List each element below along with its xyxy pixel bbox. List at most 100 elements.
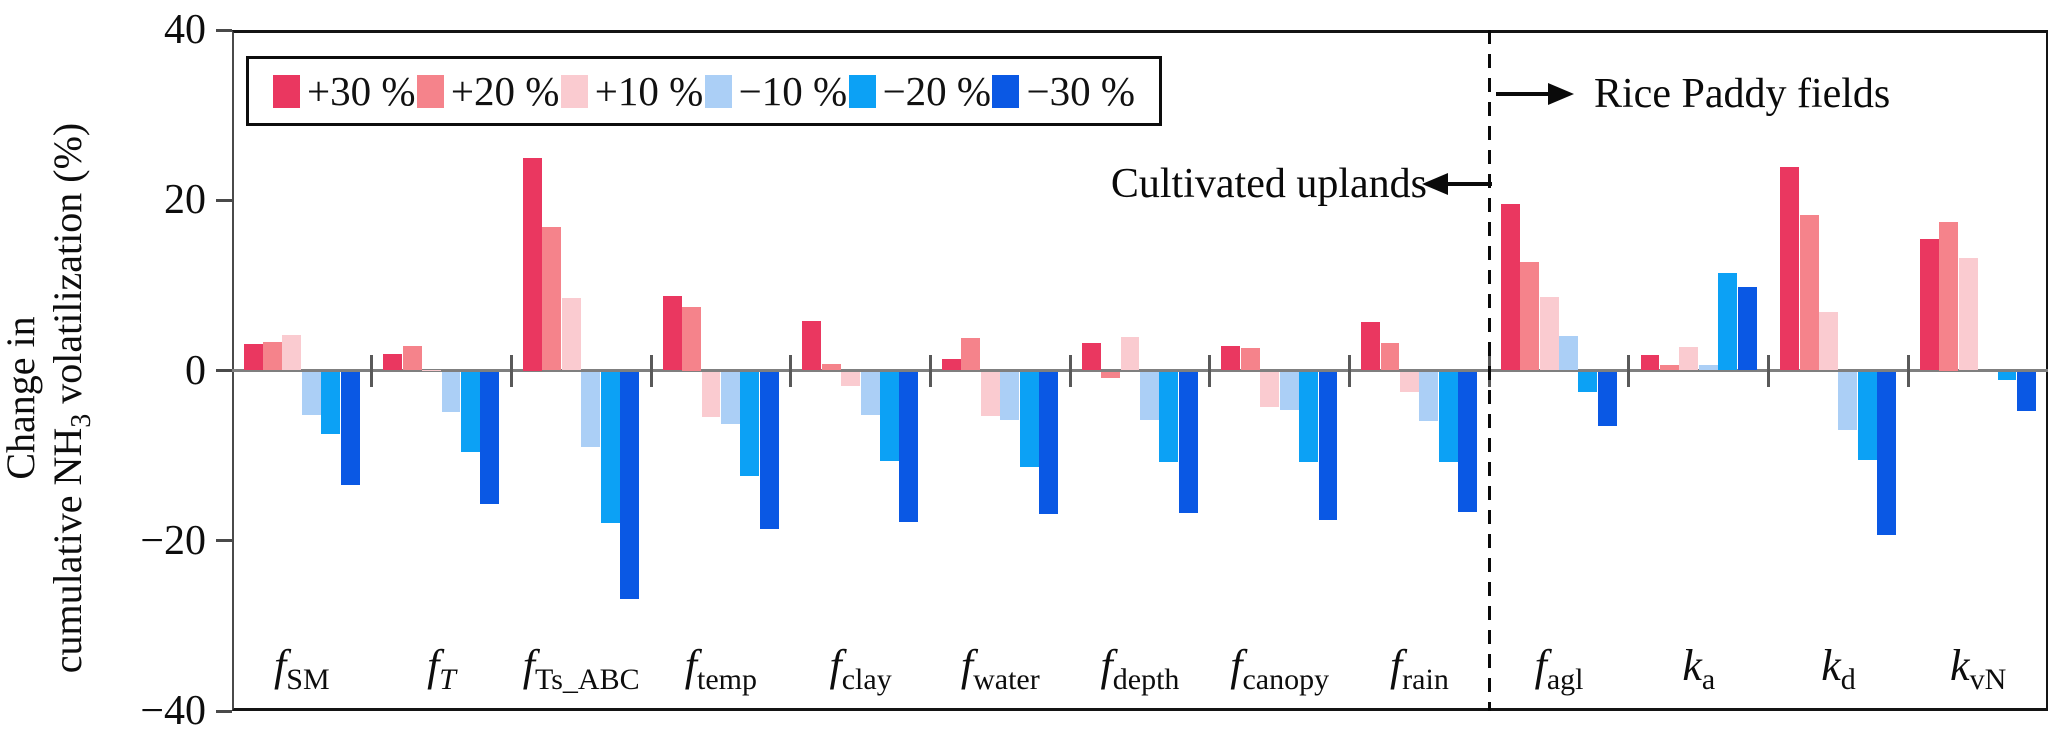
bar-+10%-cat5 [980, 372, 1000, 417]
bar-−30%-cat9 [1597, 372, 1617, 427]
category-boundary-tick [509, 354, 513, 387]
bar-−20%-cat4 [880, 372, 899, 462]
bar-−10%-cat5 [1000, 372, 1020, 420]
legend-label: +20 % [450, 68, 560, 114]
bar-−10%-cat1 [441, 372, 461, 412]
y-axis-tick [216, 28, 232, 32]
right-arrow-icon [1496, 83, 1574, 105]
category-label-f-temp: ftemp [684, 641, 758, 696]
bar-+30%-cat12 [1919, 238, 1939, 371]
bar-−20%-cat11 [1857, 372, 1877, 460]
bar-+20%-cat9 [1520, 262, 1540, 371]
category-boundary-tick [1767, 354, 1771, 387]
bar-+20%-cat6 [1101, 372, 1121, 378]
bar-−10%-cat8 [1419, 372, 1439, 421]
category-boundary-tick [649, 354, 653, 387]
category-label-f-clay: fclay [829, 641, 892, 696]
legend-item-+30%: +30 % [273, 67, 416, 115]
y-axis-tick-label: 0 [185, 347, 206, 394]
bar-+10%-cat7 [1260, 372, 1280, 407]
bar-−30%-cat8 [1458, 372, 1478, 513]
y-axis-tick-label: 20 [164, 177, 206, 224]
bar-−10%-cat4 [860, 372, 880, 415]
bar-+10%-cat3 [701, 372, 721, 418]
bar-−30%-cat6 [1178, 372, 1198, 514]
category-label-f-SM: fSM [274, 641, 330, 696]
category-label-k-a: ka [1682, 641, 1716, 696]
bar-+20%-cat11 [1799, 214, 1819, 371]
cultivated-uplands-label: Cultivated uplands [1110, 161, 1427, 207]
bar-−10%-cat11 [1838, 372, 1858, 430]
category-boundary-tick [370, 354, 374, 387]
bar-+20%-cat8 [1380, 343, 1400, 371]
bar-+20%-cat10 [1659, 364, 1679, 371]
bar-−30%-cat10 [1737, 287, 1757, 371]
bar-+10%-cat9 [1539, 297, 1559, 371]
legend-item-−10%: −10 % [704, 67, 848, 115]
bar-−30%-cat12 [2016, 372, 2036, 412]
bar-+30%-cat9 [1500, 203, 1520, 371]
bar-−10%-cat0 [301, 372, 321, 415]
legend-label: +10 % [594, 68, 704, 114]
bar-+20%-cat12 [1939, 221, 1959, 371]
bar-+30%-cat6 [1081, 343, 1101, 371]
category-label-f-water: fwater [960, 641, 1040, 696]
bar-+20%-cat2 [542, 227, 562, 371]
left-arrow-icon [1422, 173, 1492, 195]
bar-−30%-cat4 [899, 372, 919, 522]
bar-−10%-cat3 [720, 372, 740, 424]
category-label-f-rain: frain [1389, 641, 1449, 696]
legend-label: −10 % [738, 68, 848, 114]
y-axis-tick [216, 539, 232, 543]
bar-−10%-cat7 [1279, 372, 1299, 411]
bar-+30%-cat8 [1361, 321, 1381, 371]
bar-−20%-cat9 [1578, 372, 1598, 393]
category-boundary-tick [1208, 354, 1212, 387]
bar-+20%-cat3 [682, 306, 701, 371]
legend-swatch-icon [848, 74, 876, 108]
rice-paddy-fields-label: Rice Paddy fields [1594, 71, 1891, 117]
y-axis-title: Change in cumulative NH3 volatilization … [0, 48, 97, 746]
bar-+20%-cat0 [263, 342, 282, 371]
bar-−10%-cat2 [581, 372, 601, 447]
bar-+10%-cat10 [1679, 346, 1699, 371]
y-axis-tick-label: −40 [140, 688, 206, 734]
category-label-f-canopy: fcanopy [1230, 641, 1330, 696]
bar-−20%-cat2 [600, 372, 620, 523]
y-axis-tick [216, 709, 232, 713]
legend-swatch-icon [416, 74, 444, 108]
bar-−20%-cat0 [321, 372, 341, 435]
legend-swatch-icon [704, 74, 732, 108]
legend-label: +30 % [307, 68, 416, 114]
legend-swatch-icon [273, 74, 300, 108]
bar-−20%-cat5 [1019, 372, 1039, 468]
bar-−20%-cat8 [1438, 372, 1458, 463]
bar-−20%-cat7 [1299, 372, 1319, 463]
bar-−20%-cat10 [1718, 272, 1738, 371]
bar-+20%-cat1 [402, 345, 422, 371]
legend-swatch-icon [992, 74, 1020, 108]
bar-+20%-cat4 [821, 363, 841, 371]
bar-+30%-cat2 [522, 157, 542, 371]
category-boundary-tick [1906, 354, 1910, 387]
bar-+30%-cat10 [1640, 355, 1660, 371]
legend: +30 % +20 % +10 % −10 % −20 % −30 % [246, 56, 1162, 126]
y-axis-tick [216, 198, 232, 202]
category-boundary-tick [1068, 354, 1072, 387]
legend-item-+20%: +20 % [416, 67, 560, 115]
bar-−30%-cat11 [1877, 372, 1897, 536]
category-label-k-d: kd [1821, 641, 1856, 696]
bar-−10%-cat6 [1140, 372, 1159, 420]
region-separator-dashed-line [1487, 30, 1491, 711]
bar-−20%-cat1 [460, 372, 480, 453]
bar-+20%-cat7 [1240, 347, 1260, 371]
bar-+30%-cat5 [942, 358, 961, 371]
zero-gridline [232, 369, 2048, 372]
bar-−20%-cat12 [1997, 372, 2017, 380]
nh3-subscript: 3 [66, 413, 97, 428]
bar-−20%-cat6 [1159, 372, 1179, 463]
bar-−10%-cat9 [1559, 336, 1578, 371]
bar-+10%-cat1 [422, 369, 442, 371]
bar-+10%-cat11 [1819, 311, 1838, 371]
